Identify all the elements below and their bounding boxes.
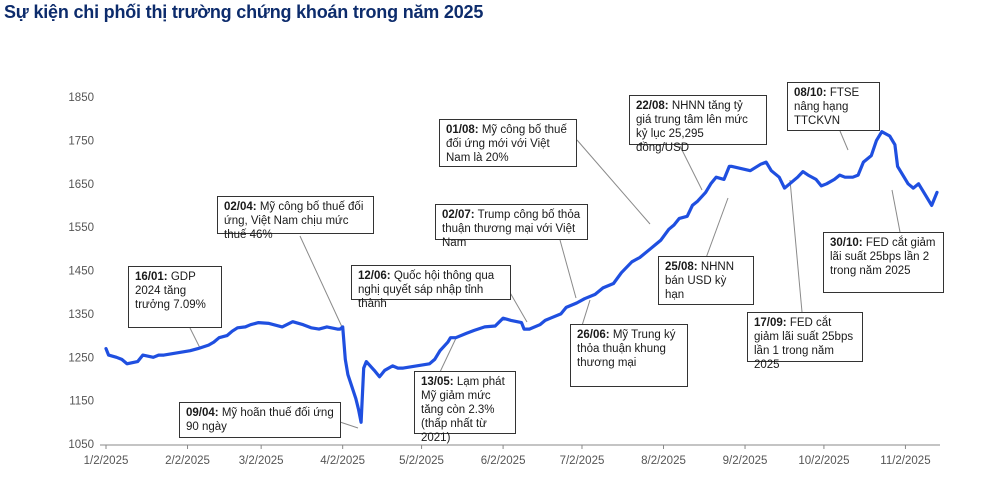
series-line [104, 130, 939, 424]
annotation-1305: 13/05: Lạm phát Mỹ giảm mức tăng còn 2.3… [414, 371, 516, 444]
annotation-text: NHNN tăng tỷ giá trung tâm lên mức kỷ lụ… [636, 100, 748, 154]
x-tick-label: 1/2/2025 [84, 455, 129, 467]
annotation-date: 25/08: [665, 261, 698, 273]
x-tick-label: 2/2/2025 [165, 455, 210, 467]
connector-layer [189, 130, 901, 429]
y-tick-label: 1050 [68, 439, 94, 451]
annotation-0116: 16/01: GDP 2024 tăng trưởng 7.09% [128, 266, 222, 328]
annotation-date: 30/10: [830, 237, 863, 249]
annotation-text: Mỹ Trung ký thỏa thuận khung thương mại [577, 329, 676, 369]
annotation-3010: 30/10: FED cắt giảm lãi suất 25bps lần 2… [823, 232, 944, 293]
annotation-0904: 09/04: Mỹ hoãn thuế đối ứng 90 ngày [179, 402, 341, 438]
annotation-date: 02/04: [224, 201, 257, 213]
annotation-connector [189, 327, 201, 349]
annotation-text: FED cắt giảm lãi suất 25bps lần 1 trong … [754, 317, 854, 371]
y-tick-label: 1150 [69, 396, 94, 408]
annotation-text: Quốc hội thông qua nghị quyết sáp nhập t… [358, 270, 495, 310]
annotation-text: Mỹ công bố thuế đối ứng mới với Việt Nam… [446, 124, 567, 164]
x-tick-label: 4/2/2025 [320, 455, 365, 467]
annotation-connector [299, 235, 343, 328]
y-tick-label: 1650 [68, 179, 94, 191]
annotation-connector [439, 335, 458, 373]
axis-layer: 1050 1150 1250 1350 1450 1550 1650 1750 1850 1/2/… [68, 92, 940, 467]
y-tick-label: 1450 [68, 266, 94, 278]
x-tick-label: 6/2/2025 [481, 455, 526, 467]
annotation-1206: 12/06: Quốc hội thông qua nghị quyết sáp… [351, 265, 511, 310]
annotation-date: 16/01: [135, 271, 168, 283]
annotation-text: FTSE nâng hạng TTCKVN [794, 87, 860, 127]
annotation-text: Lạm phát Mỹ giảm mức tăng còn 2.3% (thấp… [421, 376, 505, 444]
annotation-0204: 02/04: Mỹ công bố thuế đối ứng, Việt Nam… [217, 196, 374, 241]
annotation-date: 26/06: [577, 329, 610, 341]
annotation-connector [679, 145, 703, 191]
annotation-text: Mỹ hoãn thuế đối ứng 90 ngày [186, 407, 334, 433]
annotation-connector [789, 179, 803, 313]
annotation-1709: 17/09: FED cắt giảm lãi suất 25bps lần 1… [747, 312, 863, 371]
x-tick-label: 11/2/2025 [880, 455, 930, 467]
annotation-text: Trump công bố thỏa thuận thương mại với … [442, 209, 581, 249]
annotation-connector [891, 189, 901, 233]
x-tick-label: 9/2/2025 [723, 455, 768, 467]
y-tick-label: 1750 [68, 135, 94, 147]
annotation-2606: 26/06: Mỹ Trung ký thỏa thuận khung thươ… [570, 324, 688, 387]
annotation-date: 13/05: [421, 376, 454, 388]
annotation-connector [576, 139, 651, 225]
annotation-date: 22/08: [636, 100, 669, 112]
annotation-0207: 02/07: Trump công bố thỏa thuận thương m… [435, 204, 588, 249]
x-tick-label: 8/2/2025 [641, 455, 686, 467]
annotation-text: GDP 2024 tăng trưởng 7.09% [135, 271, 206, 311]
x-tick-label: 10/2/2025 [798, 455, 849, 467]
annotation-connector [839, 130, 849, 151]
y-tick-label: 1550 [68, 222, 94, 234]
annotation-text: FED cắt giảm lãi suất 25bps lần 2 trong … [830, 237, 936, 277]
y-tick-label: 1850 [68, 92, 94, 104]
annotation-date: 08/10: [794, 87, 827, 99]
annotation-0810: 08/10: FTSE nâng hạng TTCKVN [787, 82, 880, 131]
annotation-connector [559, 239, 577, 299]
x-tick-label: 5/2/2025 [399, 455, 444, 467]
y-tick-label: 1350 [68, 309, 94, 321]
annotation-date: 02/07: [442, 209, 475, 221]
annotation-0108: 01/08: Mỹ công bố thuế đối ứng mới với V… [439, 119, 577, 167]
annotation-date: 17/09: [754, 317, 787, 329]
annotation-text: Mỹ công bố thuế đối ứng, Việt Nam chịu m… [224, 201, 364, 241]
annotation-date: 09/04: [186, 407, 219, 419]
annotation-connector [705, 197, 729, 259]
annotation-date: 01/08: [446, 124, 479, 136]
chart-title: Sự kiện chi phối thị trường chứng khoán … [4, 2, 484, 22]
x-tick-label: 3/2/2025 [239, 455, 284, 467]
annotation-connector [339, 421, 359, 429]
y-tick-label: 1250 [68, 352, 94, 364]
annotation-date: 12/06: [358, 270, 391, 282]
x-tick-label: 7/2/2025 [560, 455, 605, 467]
annotation-2508: 25/08: NHNN bán USD kỳ hạn [658, 256, 754, 305]
annotation-2208: 22/08: NHNN tăng tỷ giá trung tâm lên mứ… [629, 95, 767, 154]
annotation-text: NHNN bán USD kỳ hạn [665, 261, 735, 301]
